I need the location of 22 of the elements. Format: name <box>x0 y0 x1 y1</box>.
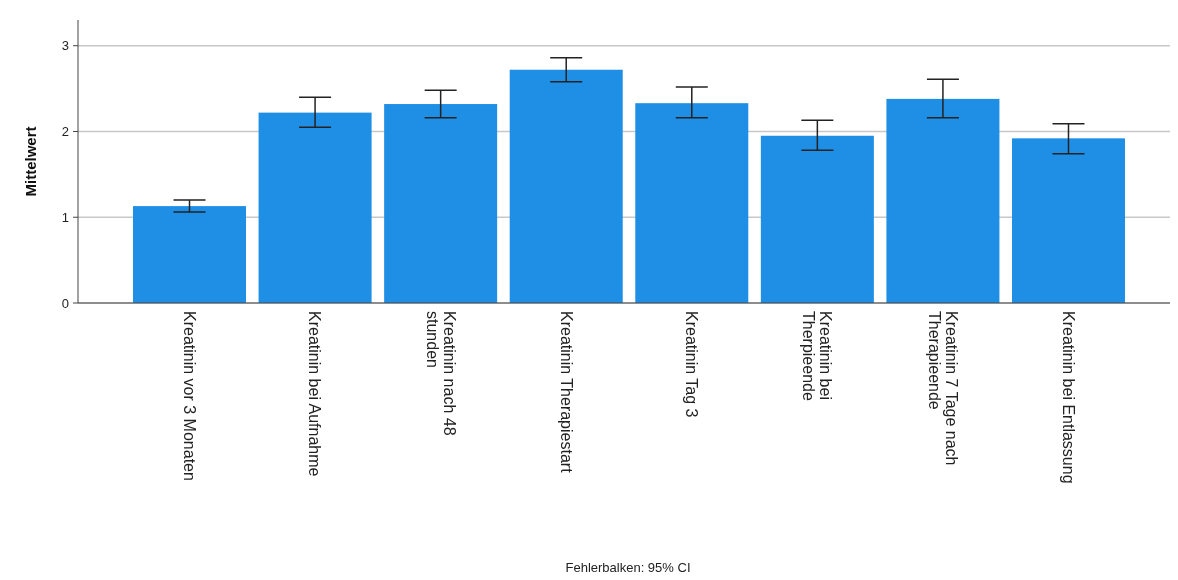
x-tick-label: Kreatinin bei Aufnahme <box>306 311 324 477</box>
bar <box>509 69 623 303</box>
bar <box>635 103 749 303</box>
x-tick-label: Kreatinin vor 3 Monaten <box>180 311 198 481</box>
y-tick-label: 2 <box>61 124 69 140</box>
x-tick-label: Kreatinin Therapiestart <box>557 311 575 474</box>
bar <box>1011 138 1125 303</box>
bar <box>133 206 247 303</box>
bar <box>760 135 874 303</box>
x-tick-label: Kreatinin Tag 3 <box>683 311 701 418</box>
text: Fehlerbalken: 95% CI <box>565 560 691 575</box>
bar <box>258 112 372 303</box>
x-tick-label: Kreatinin nach 48 stunden <box>423 311 458 436</box>
y-tick-label: 1 <box>61 209 69 225</box>
x-tick-label: Kreatinin 7 Tage nach Therapieende <box>925 311 960 466</box>
y-tick-label: 3 <box>61 38 69 54</box>
x-tick-label: Kreatinin bei Therpieende <box>800 311 835 401</box>
bar <box>886 98 1000 303</box>
x-tick-label: Kreatinin bei Entlassung <box>1059 311 1077 484</box>
bar <box>384 104 498 303</box>
y-axis-title: Mittelwert <box>22 126 39 197</box>
y-tick-label: 0 <box>61 295 69 311</box>
